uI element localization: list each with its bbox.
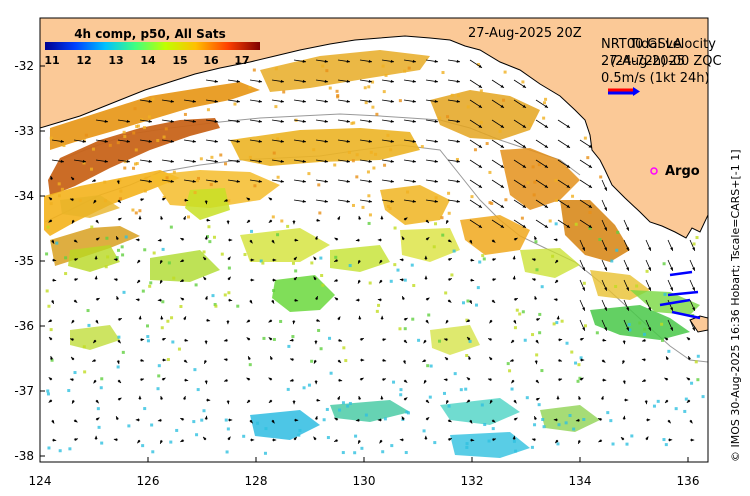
colorbar-label: 13 <box>108 54 123 67</box>
lat-tick-label: -38 <box>14 449 34 463</box>
argo-marker <box>650 167 658 175</box>
colorbar-label: 14 <box>140 54 156 67</box>
lon-tick-label: 124 <box>29 474 52 488</box>
lat-tick-label: -34 <box>14 189 34 203</box>
legend-line1: NRT00 GSLA <box>601 37 682 52</box>
sst-patches <box>44 50 700 458</box>
colorbar-label: 11 <box>44 54 59 67</box>
imos-credit: © IMOS 30-Aug-2025 16:36 Hobart; Tscale=… <box>729 149 742 462</box>
plot-frame <box>39 17 709 463</box>
colorbar-label: 17 <box>234 54 249 67</box>
colorbar-label: 12 <box>76 54 91 67</box>
sst-speckles <box>45 63 705 455</box>
legend-line2: 27-Aug-2025 <box>601 54 685 69</box>
y-axis: -32 -33 -34 -35 -36 -37 -38 <box>14 59 45 463</box>
lon-tick-label: 134 <box>569 474 592 488</box>
lon-tick-label: 132 <box>461 474 484 488</box>
lat-tick-label: -37 <box>14 384 34 398</box>
lat-tick-label: -32 <box>14 59 34 73</box>
colorbar: 4h comp, p50, All Sats 11 12 13 14 15 16… <box>44 27 260 67</box>
lat-tick-label: -36 <box>14 319 34 333</box>
colorbar-gradient <box>45 42 260 50</box>
lon-tick-label: 128 <box>245 474 268 488</box>
legend-line3: 0.5m/s (1kt 24h) <box>601 71 710 86</box>
legend-overlay1: Tidal velocity <box>629 37 716 52</box>
lat-tick-label: -33 <box>14 124 34 138</box>
legend-overlay2: (24-72h) <box>610 54 666 69</box>
lat-tick-label: -35 <box>14 254 34 268</box>
legend-overlay3: -00 ZQC <box>668 54 722 69</box>
velocity-arrows <box>48 59 696 444</box>
legend-arrowhead <box>633 87 640 96</box>
lon-tick-label: 130 <box>353 474 376 488</box>
velocity-legend: NRT00 GSLA Tidal velocity 27-Aug-2025 (2… <box>601 37 722 96</box>
colorbar-title: 4h comp, p50, All Sats <box>74 27 226 41</box>
tidal-vectors <box>659 270 701 320</box>
land-mainland <box>40 18 708 239</box>
lon-tick-label: 126 <box>137 474 160 488</box>
x-axis: 124 126 128 130 132 134 136 <box>29 457 700 488</box>
lon-tick-label: 136 <box>677 474 700 488</box>
colorbar-label: 15 <box>172 54 187 67</box>
argo-label: Argo <box>665 164 700 179</box>
date-label: 27-Aug-2025 20Z <box>468 26 582 41</box>
colorbar-label: 16 <box>203 54 219 67</box>
